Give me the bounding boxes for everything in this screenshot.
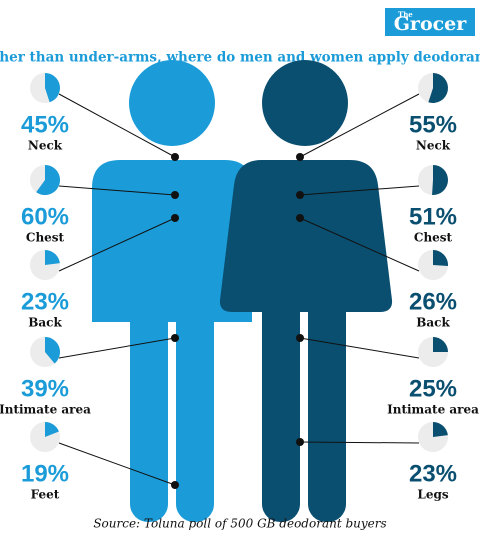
connector: [58, 337, 176, 359]
value-label: 55%: [409, 111, 457, 138]
dot: [171, 153, 179, 161]
connector: [58, 217, 176, 272]
connector: [299, 441, 420, 444]
connector: [299, 93, 420, 158]
dot: [171, 214, 179, 222]
category-label: Intimate area: [387, 403, 479, 417]
category-label: Neck: [28, 139, 63, 153]
value-label: 45%: [21, 111, 69, 138]
connector: [299, 185, 420, 196]
pie-slice: [45, 250, 60, 265]
value-label: 60%: [21, 203, 69, 230]
category-label: Back: [28, 316, 62, 330]
pie-slice: [432, 165, 449, 196]
pie-slice: [45, 422, 59, 437]
connector: [299, 217, 420, 272]
category-label: Chest: [26, 231, 65, 245]
value-label: 51%: [409, 203, 457, 230]
pie-slice: [433, 422, 448, 437]
dot: [171, 481, 179, 489]
category-label: Feet: [31, 488, 60, 502]
chart-title: Other than under-arms, where do men and …: [0, 50, 480, 66]
pie-slice: [45, 73, 60, 103]
category-label: Intimate area: [0, 403, 91, 417]
brand-box: [385, 8, 475, 36]
dot: [296, 153, 304, 161]
dot: [171, 191, 179, 199]
dot: [296, 214, 304, 222]
connector: [58, 93, 176, 158]
category-label: Chest: [414, 231, 453, 245]
connector: [58, 442, 176, 486]
pie-slice: [433, 337, 448, 352]
dot: [171, 334, 179, 342]
source: Source: Toluna poll of 500 GB deodorant …: [93, 517, 386, 531]
category-label: Neck: [416, 139, 451, 153]
value-label: 25%: [409, 375, 457, 402]
category-label: Back: [416, 316, 450, 330]
value-label: 19%: [21, 460, 69, 487]
brand-small: The: [398, 10, 413, 19]
brand-large: Grocer: [394, 13, 468, 35]
value-label: 23%: [21, 288, 69, 315]
man-figure: [92, 60, 252, 522]
dot: [296, 191, 304, 199]
pie-slice: [36, 165, 61, 195]
category-label: Legs: [417, 488, 448, 502]
pie-slice: [45, 337, 61, 364]
value-label: 23%: [409, 460, 457, 487]
dot: [296, 438, 304, 446]
pie-slice: [433, 250, 448, 266]
dot: [296, 334, 304, 342]
woman-figure: [219, 60, 393, 522]
connector: [299, 337, 420, 359]
pie-slice: [428, 73, 449, 103]
value-label: 39%: [21, 375, 69, 402]
connector: [58, 185, 176, 196]
value-label: 26%: [409, 288, 457, 315]
